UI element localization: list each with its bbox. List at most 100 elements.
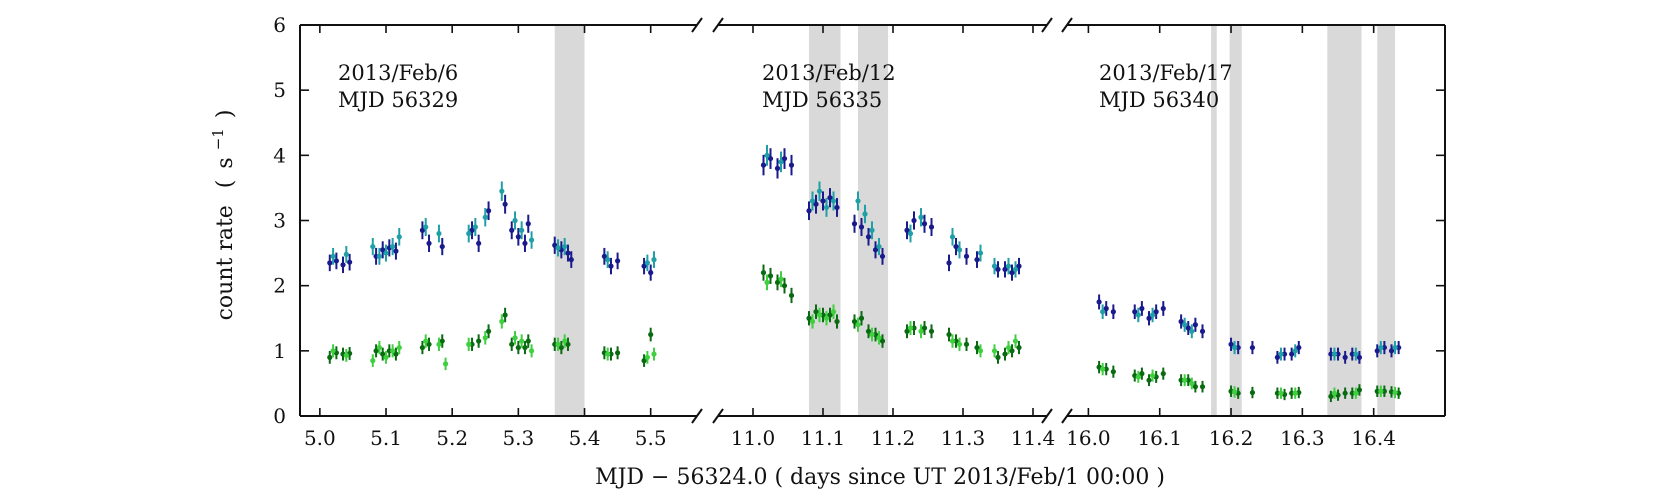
panel-1-series-3-point-25 <box>615 350 621 356</box>
panel-1-series-1-point-27 <box>641 263 647 269</box>
panel-2-series-1-point-12 <box>858 224 865 230</box>
panel-2-shaded-interval-2 <box>858 26 889 415</box>
panel-1-series-4-point-10 <box>442 361 449 367</box>
panel-1-series-1-point-9 <box>419 227 426 233</box>
panel-3-series-1-point-27 <box>1388 348 1395 354</box>
panel-3-series-4-point-6 <box>1232 389 1238 395</box>
panel-2-series-3-point-19 <box>928 328 935 334</box>
panel-2-series-1-point-3 <box>774 165 781 171</box>
ytick-label-6: 5 <box>273 78 286 102</box>
panel-3-series-1-point-19 <box>1296 344 1302 351</box>
panel-3-series-1-point-1 <box>1096 299 1102 305</box>
panel-1-series-2-point-4 <box>376 253 382 259</box>
panel-1-xtick-label-6: 5.5 <box>635 426 667 450</box>
panel-3-series-1-point-9 <box>1178 318 1184 325</box>
panel-3-series-3-point-6 <box>1146 377 1152 383</box>
panel-2-series-1-point-13 <box>865 234 872 240</box>
panel-2-series-2-point-7 <box>855 198 861 204</box>
panel-2-series-1-point-21 <box>953 243 959 250</box>
panel-1-series-1-point-13 <box>476 240 482 246</box>
panel-2-series-3-point-26 <box>1009 348 1015 354</box>
panel-2-series-1-point-15 <box>879 253 886 259</box>
panel-1-series-1-point-8 <box>393 248 399 254</box>
panel-2-series-1-point-16 <box>904 227 910 233</box>
panel-2-series-4-point-9 <box>876 335 882 341</box>
panel-1-series-3-point-8 <box>393 351 399 357</box>
panel-2-series-3-point-24 <box>995 354 1001 360</box>
panel-3-series-1-point-26 <box>1381 344 1387 351</box>
panel-1-series-4-point-1 <box>330 348 336 354</box>
panel-3-series-1-point-25 <box>1374 348 1380 354</box>
panel-3-series-2-point-6 <box>1232 344 1238 351</box>
panel-2-series-2-point-15 <box>977 250 984 256</box>
panel-1-series-2-point-14 <box>512 217 518 224</box>
panel-1-series-4-point-8 <box>423 338 429 344</box>
panel-3-series-1-point-11 <box>1192 322 1198 328</box>
panel-3-series-1-point-23 <box>1349 351 1355 357</box>
panel-3-series-1-point-7 <box>1153 309 1159 315</box>
panel-2-series-2-point-12 <box>918 214 924 220</box>
panel-1-xtick-label-2: 5.1 <box>370 426 402 450</box>
panel-3-series-2-point-7 <box>1278 351 1284 357</box>
panel-1-series-1-point-14 <box>485 208 492 214</box>
panel-1-xtick-label-5: 5.4 <box>569 426 601 450</box>
panel-2-xtick-label-5: 11.4 <box>1011 426 1056 450</box>
panel-2-series-1-point-7 <box>813 201 819 207</box>
panel-2-series-1-point-20 <box>946 260 952 266</box>
panel-1-series-3-point-26 <box>641 358 647 364</box>
panel-2-series-4-point-1 <box>764 279 770 286</box>
panel-1-series-2-point-18 <box>562 243 568 250</box>
panel-2-series-4-point-7 <box>855 322 861 328</box>
panel-3-series-1-point-22 <box>1342 354 1348 360</box>
panel-2-xtick-label-1: 11.0 <box>731 426 776 450</box>
panel-1-series-3-point-1 <box>327 354 333 360</box>
panel-1-series-1-point-26 <box>615 258 621 264</box>
panel-2-series-2-point-14 <box>956 247 963 253</box>
panel-3-series-1-point-6 <box>1146 315 1152 321</box>
panel-3-series-3-point-8 <box>1160 371 1166 377</box>
panel-2-series-4-point-14 <box>977 348 984 354</box>
panel-2-series-3-point-20 <box>946 331 952 338</box>
y-axis-unit-exponent: −1 <box>209 128 227 150</box>
panel-3-series-4-point-11 <box>1378 388 1384 394</box>
panel-1-series-2-point-12 <box>482 214 488 220</box>
panel-2-series-2-point-4 <box>816 188 823 194</box>
panel-3-series-1-point-2 <box>1103 305 1109 312</box>
ytick-label-7: 6 <box>273 13 286 37</box>
panel-2-series-4-point-5 <box>823 315 830 321</box>
panel-2-series-1-point-19 <box>928 224 935 230</box>
panel-1-series-1-point-23 <box>568 257 574 263</box>
panel-1-series-2-point-1 <box>330 253 336 259</box>
svg-text:count rate ( s: count rate ( s −1 ) <box>204 110 238 321</box>
panel-2-series-2-point-9 <box>869 227 875 233</box>
panel-2-series-3-point-16 <box>904 328 910 334</box>
panel-1-series-2-point-10 <box>466 230 472 237</box>
panel-3-series-4-point-5 <box>1189 380 1195 387</box>
panel-2-series-1-point-6 <box>806 208 812 214</box>
panel-3-series-1-point-17 <box>1281 351 1288 357</box>
panel-1-series-3-point-11 <box>439 338 445 344</box>
axis-break-1-bottom-right <box>712 408 724 424</box>
panel-1-series-3-point-15 <box>502 312 508 318</box>
panel-3-series-3-point-24 <box>1356 387 1363 393</box>
panel-2-xtick-label-3: 11.2 <box>871 426 916 450</box>
panel-3-shaded-interval-2 <box>1229 26 1242 415</box>
panel-2-series-2-point-17 <box>1005 263 1012 269</box>
panel-2-series-4-point-3 <box>809 318 816 325</box>
panel-1-xtick-label-1: 5.0 <box>304 426 336 450</box>
panel-3-series-4-point-3 <box>1149 372 1156 379</box>
panel-3-series-1-point-12 <box>1199 328 1206 334</box>
panel-2-series-3-point-11 <box>851 318 858 325</box>
panel-3-series-2-point-1 <box>1100 309 1106 315</box>
ytick-label-5: 4 <box>273 143 286 167</box>
panel-1-series-3-point-6 <box>380 351 386 357</box>
panel-2-series-4-point-2 <box>778 276 784 282</box>
panel-3-series-3-point-15 <box>1249 389 1256 396</box>
panel-2-date: 2013/Feb/12 <box>762 61 896 85</box>
panel-3-series-4-point-8 <box>1292 390 1298 396</box>
panel-2-series-1-point-11 <box>851 221 858 227</box>
panel-3-series-2-point-8 <box>1292 348 1298 354</box>
panel-3-series-3-point-3 <box>1110 369 1116 375</box>
panel-2-series-3-point-23 <box>974 344 980 351</box>
